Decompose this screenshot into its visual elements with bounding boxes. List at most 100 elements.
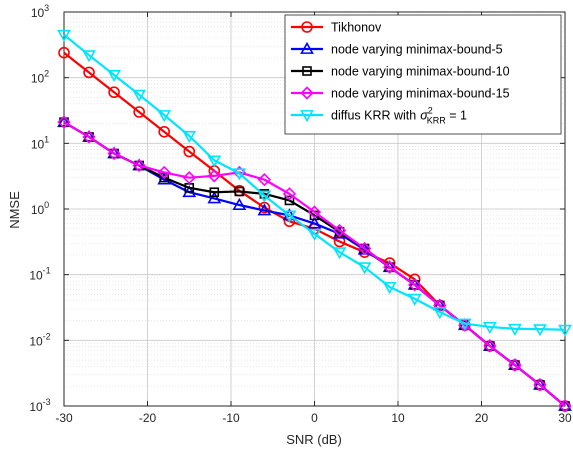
data-point bbox=[157, 110, 172, 123]
data-point bbox=[533, 378, 547, 392]
data-point bbox=[207, 191, 222, 204]
data-point bbox=[107, 146, 121, 161]
data-point bbox=[83, 66, 95, 79]
legend-entry-1: Tikhonov bbox=[291, 21, 382, 35]
series-line bbox=[63, 121, 566, 407]
data-point bbox=[232, 168, 247, 181]
data-point bbox=[157, 165, 171, 180]
data-point bbox=[483, 339, 497, 353]
legend-label: Tikhonov bbox=[331, 21, 382, 35]
data-point bbox=[158, 125, 170, 138]
data-point bbox=[382, 282, 397, 295]
data-point bbox=[409, 280, 420, 290]
data-point bbox=[232, 197, 247, 210]
data-point bbox=[558, 399, 572, 413]
y-axis-label: NMSE bbox=[7, 191, 22, 229]
data-point bbox=[57, 29, 71, 42]
legend-swatch-marker bbox=[300, 86, 314, 100]
data-point bbox=[357, 262, 372, 275]
data-point bbox=[432, 307, 447, 320]
data-point bbox=[207, 169, 221, 183]
legend-entry-3: node varying minimax-bound-10 bbox=[291, 65, 510, 79]
x-axis-label: SNR (dB) bbox=[286, 432, 342, 447]
legend: Tikhonov node varying minimax-bound-5 node… bbox=[284, 14, 562, 135]
legend-label: node varying minimax-bound-5 bbox=[331, 43, 503, 57]
data-point bbox=[234, 186, 245, 197]
data-point bbox=[359, 243, 370, 254]
data-point bbox=[109, 148, 119, 159]
data-point bbox=[282, 210, 297, 223]
data-point bbox=[133, 106, 145, 118]
y-tick-label: 10-2 bbox=[29, 331, 50, 348]
data-point bbox=[407, 293, 422, 306]
x-tick-label: -20 bbox=[139, 411, 157, 425]
data-point bbox=[307, 228, 322, 241]
x-tick-label: 0 bbox=[311, 411, 318, 425]
data-point bbox=[558, 324, 572, 337]
data-point bbox=[108, 86, 120, 99]
data-point bbox=[107, 70, 121, 83]
series-line bbox=[63, 33, 566, 331]
series-layer bbox=[57, 29, 572, 413]
data-point bbox=[408, 278, 422, 292]
y-tick-label: 10-1 bbox=[29, 266, 50, 283]
legend-label: node varying minimax-bound-15 bbox=[331, 87, 510, 101]
data-point bbox=[434, 300, 445, 311]
data-point bbox=[84, 132, 94, 142]
legend-swatch-marker bbox=[301, 21, 313, 33]
data-point bbox=[182, 171, 196, 185]
y-tick-label: 100 bbox=[31, 200, 49, 217]
x-tick-label: -30 bbox=[55, 411, 73, 425]
y-tick-label: 10-3 bbox=[29, 397, 50, 414]
y-tick-label: 103 bbox=[31, 3, 49, 20]
x-tick-label: -10 bbox=[222, 411, 240, 425]
data-point bbox=[307, 216, 322, 229]
legend-swatch-marker bbox=[302, 66, 312, 76]
data-point bbox=[482, 322, 497, 335]
data-point bbox=[182, 130, 197, 143]
legend-label: diffus KRR with σ2 KRR = 1 bbox=[331, 106, 467, 126]
data-point bbox=[510, 360, 520, 370]
data-point bbox=[508, 323, 522, 336]
data-point bbox=[183, 145, 196, 158]
legend-label: node varying minimax-bound-10 bbox=[331, 65, 510, 79]
data-point bbox=[307, 205, 322, 219]
data-point bbox=[257, 173, 272, 187]
data-point bbox=[383, 260, 397, 274]
data-point bbox=[284, 195, 295, 206]
legend-entry-2: node varying minimax-bound-5 bbox=[291, 41, 503, 57]
data-point bbox=[257, 203, 272, 216]
y-tick-label: 102 bbox=[31, 69, 49, 86]
x-tick-label: 30 bbox=[558, 411, 572, 425]
data-point bbox=[560, 401, 570, 411]
data-point bbox=[132, 89, 147, 102]
data-point bbox=[457, 318, 472, 331]
legend-swatch-marker bbox=[300, 110, 314, 123]
data-point bbox=[82, 50, 96, 63]
data-point bbox=[82, 130, 96, 144]
legend-entry-5: diffus KRR with σ2 KRR = 1 bbox=[291, 106, 467, 126]
legend-entry-4: node varying minimax-bound-15 bbox=[291, 86, 510, 101]
data-point bbox=[209, 187, 220, 198]
data-point bbox=[533, 324, 547, 337]
data-point bbox=[57, 115, 71, 129]
data-point bbox=[357, 241, 372, 256]
x-tick-label: 20 bbox=[475, 411, 489, 425]
data-point bbox=[282, 187, 297, 201]
legend-swatch-marker bbox=[300, 41, 314, 54]
data-point bbox=[384, 262, 395, 272]
data-point bbox=[485, 341, 495, 351]
data-point bbox=[207, 155, 222, 168]
legend-box bbox=[284, 14, 562, 135]
data-point bbox=[535, 380, 545, 390]
data-point bbox=[332, 223, 347, 238]
data-point bbox=[508, 358, 522, 372]
data-point bbox=[58, 46, 70, 59]
series-5 bbox=[57, 29, 572, 337]
data-point bbox=[332, 247, 347, 260]
y-tick-label: 101 bbox=[31, 134, 49, 151]
x-tick-label: 10 bbox=[391, 411, 405, 425]
data-point bbox=[132, 158, 146, 173]
data-point bbox=[257, 190, 272, 203]
